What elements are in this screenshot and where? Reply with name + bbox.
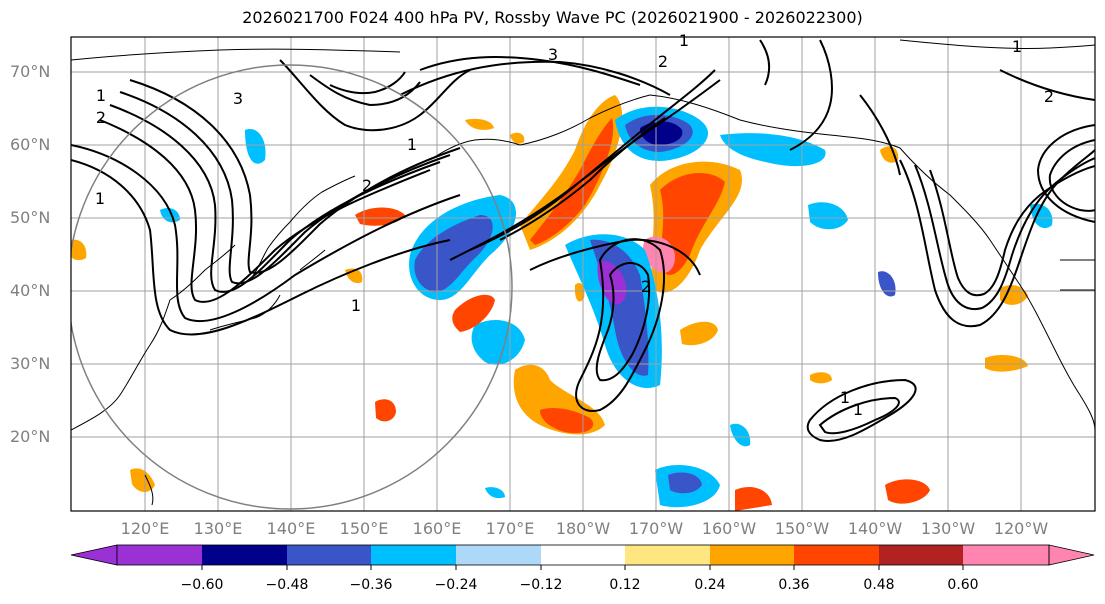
contour-labels: 1 2 3 1 3 2 1 1 2 1 1 2 2 1 1 xyxy=(95,31,1054,419)
lon-label: 130°W xyxy=(920,519,976,538)
colorbar-tick-label: −0.60 xyxy=(180,577,224,593)
contour-label: 3 xyxy=(548,45,558,64)
pv-contours xyxy=(71,39,1095,442)
lat-label: 20°N xyxy=(10,427,51,446)
positive-anomaly xyxy=(985,354,1028,372)
lon-label: 150°E xyxy=(339,519,389,538)
lon-label: 120°W xyxy=(993,519,1049,538)
gridlines xyxy=(71,37,1095,511)
lon-label: 120°E xyxy=(120,519,170,538)
colorbar xyxy=(70,544,1095,570)
positive-anomaly xyxy=(810,372,832,384)
contour-label: 1 xyxy=(853,400,863,419)
contour-label: 1 xyxy=(351,296,361,315)
contour-label: 1 xyxy=(407,135,417,154)
contour-label: 1 xyxy=(96,86,106,105)
negative-anomaly xyxy=(414,215,493,292)
negative-anomaly xyxy=(808,202,848,230)
positive-anomaly xyxy=(452,294,495,332)
positive-anomaly xyxy=(530,118,614,245)
colorbar-swatch xyxy=(117,545,202,565)
colorbar-swatch xyxy=(456,545,541,565)
colorbar-swatch xyxy=(963,545,1049,565)
contour-label: 1 xyxy=(1012,37,1022,56)
contour-label: 2 xyxy=(362,176,372,195)
colorbar-swatch xyxy=(287,545,371,565)
colorbar-swatch xyxy=(371,545,456,565)
positive-anomaly xyxy=(880,146,899,163)
contour-label: 2 xyxy=(641,277,651,296)
lat-label: 60°N xyxy=(10,135,51,154)
positive-anomaly xyxy=(735,486,772,511)
colorbar-tick-label: 0.36 xyxy=(778,577,810,593)
positive-anomaly xyxy=(680,321,718,346)
lon-label: 140°E xyxy=(266,519,316,538)
colorbar-tick-label: 0.60 xyxy=(947,577,979,593)
positive-anomaly xyxy=(574,282,585,302)
contour-label: 2 xyxy=(658,52,668,71)
colorbar-extend-low xyxy=(70,544,118,566)
contour-label: 2 xyxy=(1044,87,1054,106)
positive-anomaly xyxy=(520,95,623,250)
colorbar-extend-high xyxy=(1048,544,1095,566)
contour-label: 3 xyxy=(233,89,243,108)
radius-circle xyxy=(71,64,513,510)
positive-anomaly xyxy=(130,468,155,493)
positive-anomaly xyxy=(355,207,405,226)
lat-label: 40°N xyxy=(10,281,51,300)
colorbar-tick-label: −0.24 xyxy=(434,577,478,593)
coastlines xyxy=(71,39,1095,506)
negative-anomaly xyxy=(668,472,702,494)
negative-anomaly xyxy=(720,133,826,167)
map-frame xyxy=(70,36,1096,512)
contour-label: 1 xyxy=(679,31,689,50)
colorbar-tick-label: 0.48 xyxy=(863,577,895,593)
negative-anomaly xyxy=(730,423,751,447)
figure-title: 2026021700 F024 400 hPa PV, Rossby Wave … xyxy=(242,8,863,27)
colorbar-tick-label: −0.36 xyxy=(349,577,393,593)
positive-anomaly xyxy=(510,132,525,144)
colorbar-tick-label: −0.48 xyxy=(265,577,309,593)
lon-label: 170°W xyxy=(628,519,684,538)
lon-label: 180°W xyxy=(555,519,611,538)
positive-anomaly xyxy=(1000,285,1028,305)
lat-label: 30°N xyxy=(10,354,51,373)
colorbar-tick-label: 0.12 xyxy=(609,577,641,593)
lon-label: 140°W xyxy=(847,519,903,538)
colorbar-swatch xyxy=(541,545,625,565)
lon-label: 130°E xyxy=(193,519,243,538)
positive-anomaly xyxy=(375,399,396,422)
lon-label: 160°E xyxy=(412,519,462,538)
contour-label: 1 xyxy=(95,189,105,208)
colorbar-swatch xyxy=(710,545,794,565)
lat-label: 70°N xyxy=(10,62,51,81)
colorbar-swatch xyxy=(794,545,879,565)
negative-anomaly xyxy=(471,320,525,365)
positive-anomaly xyxy=(885,479,930,504)
colorbar-swatch xyxy=(202,545,287,565)
negative-anomaly xyxy=(160,208,180,223)
lon-label: 150°W xyxy=(774,519,830,538)
colorbar-tick-label: −0.12 xyxy=(519,577,563,593)
lon-label: 160°W xyxy=(701,519,757,538)
negative-anomaly xyxy=(878,271,896,297)
lon-label: 170°E xyxy=(485,519,535,538)
negative-anomaly xyxy=(245,129,266,164)
positive-anomaly xyxy=(465,118,494,130)
negative-anomaly xyxy=(485,487,505,499)
contour-label: 1 xyxy=(840,388,850,407)
contour-label: 2 xyxy=(96,108,106,127)
colorbar-swatch xyxy=(625,545,710,565)
negative-anomaly xyxy=(1030,203,1053,229)
colorbar-swatch xyxy=(879,545,963,565)
lat-label: 50°N xyxy=(10,208,51,227)
positive-anomaly xyxy=(540,407,594,434)
positive-anomaly xyxy=(71,239,87,261)
colorbar-tick-label: 0.24 xyxy=(694,577,726,593)
